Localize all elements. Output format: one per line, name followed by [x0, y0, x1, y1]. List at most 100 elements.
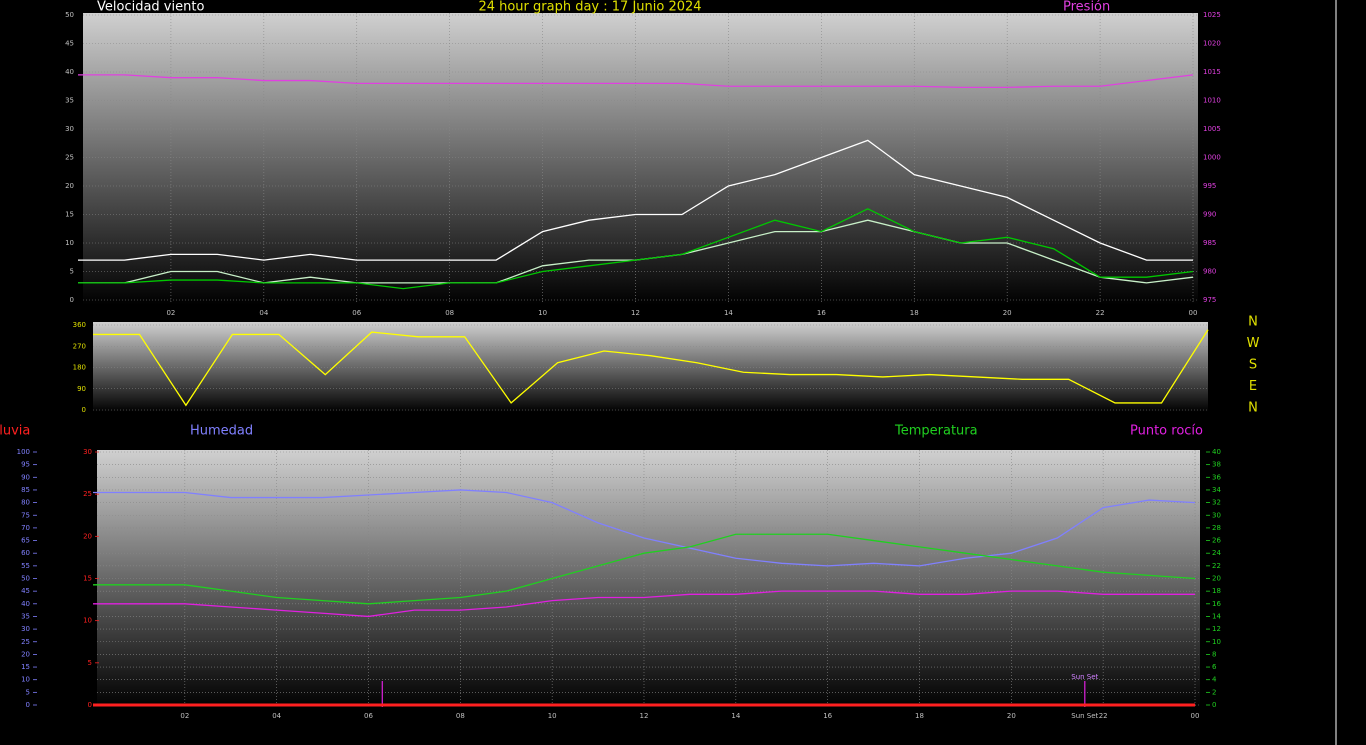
x-tick-label: 10 — [548, 712, 557, 720]
series-line — [93, 489, 1196, 567]
y2-tick-label: 995 — [1203, 182, 1216, 190]
y2-tick-label: 22 — [1212, 562, 1221, 570]
x-tick-label: 12 — [631, 309, 640, 317]
series-line — [78, 74, 1194, 89]
y-tick-label: 360 — [73, 321, 86, 329]
y2-tick-label: 1020 — [1203, 40, 1221, 48]
y-tick-label: 90 — [77, 385, 86, 393]
y-tick-label: 0 — [70, 296, 74, 304]
x-tick-label: 18 — [910, 309, 919, 317]
y-tick-label: 40 — [21, 600, 30, 608]
y3-tick-label: 25 — [83, 490, 92, 498]
y2-tick-label: 1010 — [1203, 97, 1221, 105]
x-tick-label: 04 — [259, 309, 268, 317]
y2-tick-label: 1000 — [1203, 154, 1221, 162]
x-tick-label: 14 — [724, 309, 733, 317]
y2-tick-label: 34 — [1212, 486, 1221, 494]
y2-tick-label: 8 — [1212, 650, 1216, 658]
y2-tick-label: 40 — [1212, 448, 1221, 456]
x-tick-label: 08 — [456, 712, 465, 720]
y2-tick-label: 10 — [1212, 638, 1221, 646]
x-tick-label: 04 — [272, 712, 281, 720]
y-tick-label: 40 — [65, 68, 74, 76]
y-tick-label: 50 — [21, 575, 30, 583]
y-tick-label: 20 — [65, 182, 74, 190]
y-tick-label: 25 — [21, 638, 30, 646]
y-tick-label: 25 — [65, 154, 74, 162]
x-tick-label: 02 — [166, 309, 175, 317]
x-tick-label: 10 — [538, 309, 547, 317]
wind-label: Velocidad viento — [97, 0, 204, 15]
event-axis-label: Sun Set — [1071, 712, 1098, 720]
y-tick-label: 35 — [21, 612, 30, 620]
y-tick-label: 0 — [26, 701, 30, 709]
y2-tick-label: 2 — [1212, 688, 1216, 696]
series-line — [93, 533, 1196, 605]
y2-tick-label: 24 — [1212, 549, 1221, 557]
y-tick-label: 50 — [65, 11, 74, 19]
y2-tick-label: 985 — [1203, 239, 1216, 247]
y2-tick-label: 6 — [1212, 663, 1217, 671]
compass-label: N — [1248, 315, 1258, 330]
y2-tick-label: 14 — [1212, 612, 1221, 620]
y2-tick-label: 12 — [1212, 625, 1221, 633]
chart-title: 24 hour graph day : 17 Junio 2024 — [478, 0, 701, 15]
x-tick-label: 22 — [1099, 712, 1108, 720]
y2-tick-label: 36 — [1212, 473, 1221, 481]
y2-tick-label: 1025 — [1203, 11, 1221, 19]
dewpoint-label: Punto rocío — [1130, 424, 1203, 439]
humidity-label: Humedad — [190, 424, 253, 439]
x-tick-label: 20 — [1007, 712, 1016, 720]
y-tick-label: 70 — [21, 524, 30, 532]
y-tick-label: 10 — [21, 676, 30, 684]
panel-wind — [83, 13, 1198, 305]
y2-tick-label: 975 — [1203, 296, 1216, 304]
y-tick-label: 0 — [82, 406, 86, 414]
y-tick-label: 45 — [65, 40, 74, 48]
compass-label: S — [1249, 358, 1257, 373]
y-tick-label: 30 — [65, 125, 74, 133]
rain-label: Lluvia — [0, 424, 30, 439]
y3-tick-label: 5 — [88, 659, 92, 667]
y-tick-label: 60 — [21, 549, 30, 557]
y2-tick-label: 4 — [1212, 676, 1217, 684]
x-tick-label: 00 — [1191, 712, 1200, 720]
compass-label: E — [1249, 379, 1257, 394]
series-line — [93, 590, 1195, 618]
y3-tick-label: 15 — [83, 575, 92, 583]
y2-tick-label: 980 — [1203, 268, 1216, 276]
pressure-label: Presión — [1063, 0, 1110, 15]
y-tick-label: 85 — [21, 486, 30, 494]
y-tick-label: 15 — [65, 211, 74, 219]
x-tick-label: 16 — [823, 712, 832, 720]
y-tick-label: 10 — [65, 239, 74, 247]
event-label: Sun Set — [1071, 673, 1098, 681]
y-tick-label: 15 — [21, 663, 30, 671]
y3-tick-label: 0 — [88, 701, 92, 709]
series-line — [93, 329, 1209, 407]
x-tick-label: 06 — [364, 712, 373, 720]
x-tick-label: 22 — [1096, 309, 1105, 317]
y2-tick-label: 990 — [1203, 211, 1216, 219]
temperature-label: Temperatura — [894, 424, 978, 439]
y2-tick-label: 28 — [1212, 524, 1221, 532]
x-tick-label: 02 — [180, 712, 189, 720]
x-tick-label: 00 — [1189, 309, 1198, 317]
y3-tick-label: 30 — [83, 448, 92, 456]
panel-direction — [93, 322, 1208, 412]
x-tick-label: 06 — [352, 309, 361, 317]
compass-label: W — [1247, 336, 1260, 351]
y-tick-label: 75 — [21, 511, 30, 519]
y2-tick-label: 38 — [1212, 461, 1221, 469]
y-tick-label: 65 — [21, 537, 30, 545]
y-tick-label: 100 — [17, 448, 30, 456]
y-tick-label: 5 — [26, 688, 30, 696]
y-tick-label: 270 — [73, 342, 86, 350]
y-tick-label: 90 — [21, 473, 30, 481]
y-tick-label: 20 — [21, 650, 30, 658]
panel-temperature — [97, 450, 1200, 708]
y-tick-label: 5 — [70, 268, 74, 276]
y3-tick-label: 10 — [83, 617, 92, 625]
y-tick-label: 35 — [65, 97, 74, 105]
